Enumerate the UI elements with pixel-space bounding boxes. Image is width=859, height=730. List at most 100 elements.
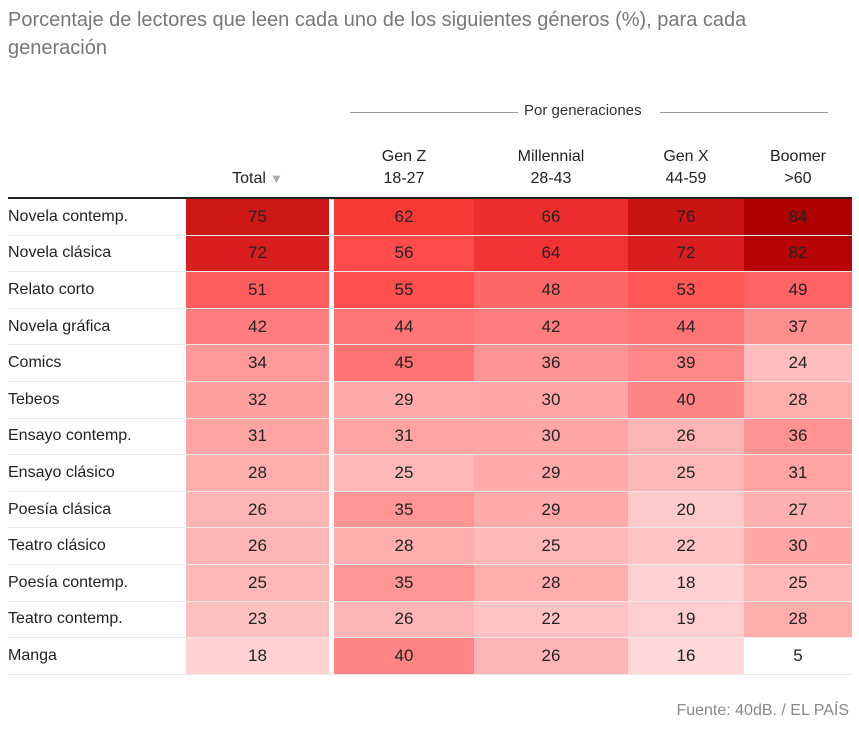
column-header-sub: 44-59	[665, 170, 707, 187]
heatmap-cell: 64	[474, 235, 628, 272]
heatmap-cell: 35	[334, 491, 474, 528]
row-label: Ensayo clásico	[8, 463, 115, 481]
group-rule-left	[350, 112, 518, 113]
heatmap-cell: 28	[744, 601, 852, 638]
column-header-3: Millennial 28-43	[474, 146, 628, 190]
heatmap-cell: 31	[744, 455, 852, 491]
heatmap-cell: 44	[334, 308, 474, 345]
table-row: Relato corto 51 55 48 53 49	[8, 272, 852, 309]
row-label: Poesía clásica	[8, 500, 112, 518]
sort-down-icon[interactable]: ▼	[269, 171, 283, 186]
header-rule	[8, 197, 852, 199]
row-label: Teatro contemp.	[8, 610, 123, 628]
heatmap-cell: 28	[474, 564, 628, 601]
heatmap-cell: 31	[186, 418, 329, 455]
column-header-2: Gen Z 18-27	[334, 146, 474, 190]
column-header-5: Boomer >60	[744, 146, 852, 190]
row-label: Novela contemp.	[8, 207, 129, 225]
column-header-sub: 18-27	[383, 170, 425, 187]
column-header-1[interactable]: Total ▼	[186, 146, 329, 190]
heatmap-cell: 66	[474, 199, 628, 235]
row-label: Teatro clásico	[8, 537, 106, 555]
heatmap-cell: 36	[744, 418, 852, 455]
table-row: Novela contemp. 75 62 66 76 84	[8, 199, 852, 236]
heatmap-cell: 19	[628, 601, 744, 638]
heatmap-cell: 76	[628, 199, 744, 235]
group-label: Por generaciones	[520, 102, 646, 119]
heatmap-cell: 28	[186, 455, 329, 491]
heatmap-cell: 44	[628, 308, 744, 345]
heatmap-cell: 26	[628, 418, 744, 455]
table-row: Teatro clásico 26 28 25 22 30	[8, 528, 852, 565]
column-header-label: Total ▼	[186, 168, 329, 190]
column-header-label: Millennial	[474, 146, 628, 168]
chart-title: Porcentaje de lectores que leen cada uno…	[8, 9, 747, 59]
column-header-text: Gen Z	[381, 148, 427, 165]
heatmap-cell: 5	[744, 638, 852, 674]
heatmap-cell: 28	[744, 381, 852, 418]
row-label: Poesía contemp.	[8, 573, 129, 591]
heatmap-cell: 20	[628, 491, 744, 528]
heatmap-cell: 26	[474, 638, 628, 674]
table-row: Tebeos 32 29 30 40 28	[8, 381, 852, 419]
table-row: Poesía contemp. 25 35 28 18 25	[8, 564, 852, 602]
heatmap-cell: 36	[474, 345, 628, 381]
heatmap-cell: 31	[334, 418, 474, 455]
column-header-label: Gen Z	[334, 146, 474, 168]
heatmap-cell: 22	[474, 601, 628, 638]
column-header-label: Boomer	[744, 146, 852, 168]
heatmap-cell: 32	[186, 381, 329, 418]
heatmap-cell: 49	[744, 272, 852, 308]
heatmap-cell: 25	[628, 455, 744, 491]
heatmap-cell: 40	[628, 381, 744, 418]
heatmap-cell: 18	[628, 564, 744, 601]
source-note: Fuente: 40dB. / EL PAÍS	[676, 702, 849, 719]
heatmap-cell: 26	[186, 491, 329, 528]
heatmap-cell: 56	[334, 235, 474, 272]
table-row: Ensayo clásico 28 25 29 25 31	[8, 455, 852, 492]
table-row: Teatro contemp. 23 26 22 19 28	[8, 601, 852, 639]
heatmap-cell: 25	[334, 455, 474, 491]
column-header-text: Total	[232, 170, 266, 187]
heatmap-cell: 30	[474, 381, 628, 418]
heatmap-cell: 72	[186, 235, 329, 272]
heatmap-cell: 27	[744, 491, 852, 528]
heatmap-cell: 72	[628, 235, 744, 272]
group-rule-right	[660, 112, 828, 113]
heatmap-cell: 18	[186, 638, 329, 674]
heatmap-cell: 84	[744, 199, 852, 235]
heatmap-cell: 29	[334, 381, 474, 418]
row-label: Ensayo contemp.	[8, 427, 132, 445]
row-label: Relato corto	[8, 280, 95, 298]
row-label: Manga	[8, 646, 57, 664]
table-row: Novela gráfica 42 44 42 44 37	[8, 308, 852, 346]
heatmap-cell: 40	[334, 638, 474, 674]
column-header-label: Gen X	[628, 146, 744, 168]
heatmap-cell: 28	[334, 528, 474, 564]
column-header-4: Gen X 44-59	[628, 146, 744, 190]
heatmap-cell: 30	[474, 418, 628, 455]
heatmap-table: Novela contemp. 75 62 66 76 84 Novela clásica 7…	[8, 199, 852, 675]
table-row: Manga 18 40 26 16 5	[8, 638, 852, 675]
heatmap-cell: 42	[474, 308, 628, 345]
heatmap-cell: 48	[474, 272, 628, 308]
heatmap-cell: 22	[628, 528, 744, 564]
heatmap-cell: 53	[628, 272, 744, 308]
heatmap-cell: 29	[474, 455, 628, 491]
heatmap-cell: 34	[186, 345, 329, 381]
column-header-text: Gen X	[663, 148, 709, 165]
table-row: Novela clásica 72 56 64 72 82	[8, 235, 852, 273]
column-header-sub: 28-43	[530, 170, 572, 187]
table-row: Poesía clásica 26 35 29 20 27	[8, 491, 852, 529]
heatmap-cell: 24	[744, 345, 852, 381]
heatmap-cell: 37	[744, 308, 852, 345]
row-label: Novela gráfica	[8, 317, 111, 335]
column-header-text: Millennial	[517, 148, 585, 165]
heatmap-cell: 35	[334, 564, 474, 601]
heatmap-cell: 30	[744, 528, 852, 564]
heatmap-cell: 75	[186, 199, 329, 235]
heatmap-cell: 62	[334, 199, 474, 235]
heatmap-cell: 25	[744, 564, 852, 601]
heatmap-cell: 42	[186, 308, 329, 345]
row-label: Comics	[8, 354, 62, 372]
